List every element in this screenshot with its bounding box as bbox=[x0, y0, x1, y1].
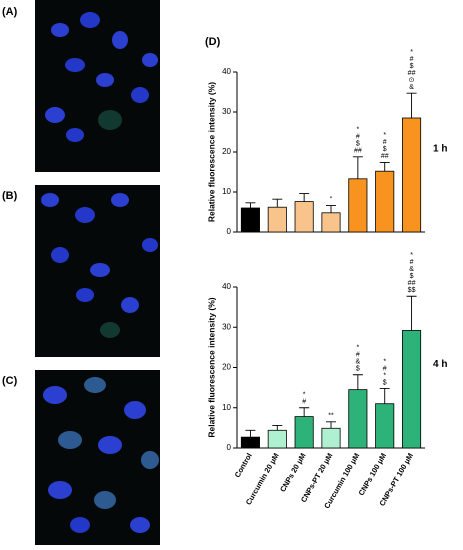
significance-mark: $ bbox=[410, 63, 414, 70]
micrograph-a bbox=[35, 0, 160, 172]
error-bar bbox=[245, 202, 256, 208]
significance-mark: $ bbox=[356, 366, 360, 373]
significance-mark: # bbox=[383, 365, 387, 372]
y-tick-label: 40 bbox=[222, 67, 231, 76]
significance-mark: ## bbox=[408, 280, 416, 287]
significance-mark: ## bbox=[354, 148, 362, 155]
error-bar bbox=[272, 198, 283, 208]
significance-mark: $ bbox=[383, 146, 387, 153]
error-bar bbox=[406, 92, 417, 118]
y-tick-label: 20 bbox=[222, 363, 231, 372]
y-axis-label: Relative fluorescence intensity (%) bbox=[206, 297, 216, 437]
bar bbox=[321, 212, 341, 233]
significance-mark: * bbox=[410, 49, 413, 56]
x-tick-label: CNPs 20 μM bbox=[278, 451, 307, 493]
significance-mark: * bbox=[410, 252, 413, 259]
panel-label: (B) bbox=[2, 190, 18, 202]
error-bar bbox=[352, 156, 363, 179]
y-tick-label: 0 bbox=[227, 227, 232, 236]
significance-mark: * bbox=[356, 127, 359, 134]
panel-label: (A) bbox=[2, 6, 18, 18]
error-bar bbox=[379, 387, 390, 404]
error-bar bbox=[299, 193, 310, 202]
error-bar bbox=[326, 421, 336, 429]
significance-mark: * bbox=[383, 372, 386, 379]
significance-mark: * bbox=[383, 132, 386, 139]
x-tick-label: CNPs 100 μM bbox=[357, 451, 389, 497]
panel-label: (D) bbox=[205, 36, 221, 48]
significance-mark: # bbox=[383, 139, 387, 146]
error-bar bbox=[245, 429, 256, 438]
micrograph-b bbox=[35, 185, 160, 357]
significance-mark: # bbox=[356, 352, 360, 359]
bar bbox=[375, 170, 395, 233]
significance-mark: " bbox=[330, 196, 333, 203]
bar bbox=[240, 207, 260, 233]
error-bar bbox=[352, 374, 363, 390]
error-bar bbox=[272, 425, 283, 431]
y-axis-label: Relative fluorescence intensity (%) bbox=[206, 82, 216, 222]
significance-mark: $ bbox=[383, 379, 387, 386]
error-bar bbox=[406, 295, 417, 331]
side-label: 1 h bbox=[433, 143, 447, 154]
significance-mark: ## bbox=[408, 70, 416, 77]
bar bbox=[294, 201, 314, 233]
significance-mark: $$ bbox=[408, 287, 416, 294]
significance-mark: # bbox=[410, 56, 414, 63]
significance-mark: ## bbox=[381, 153, 389, 160]
micrograph-c bbox=[35, 370, 160, 545]
significance-mark: * bbox=[356, 345, 359, 352]
bar bbox=[267, 206, 287, 233]
bar bbox=[348, 178, 368, 233]
significance-mark: & bbox=[356, 359, 361, 366]
x-tick-label: Control bbox=[233, 451, 254, 479]
significance-mark: ** bbox=[328, 413, 334, 420]
bar bbox=[375, 403, 395, 449]
side-label: 4 h bbox=[433, 359, 447, 370]
y-tick-label: 20 bbox=[222, 147, 231, 156]
error-bar bbox=[379, 161, 390, 172]
bar bbox=[402, 330, 422, 449]
bar bbox=[348, 389, 368, 449]
significance-mark: # bbox=[356, 134, 360, 141]
y-tick-label: 30 bbox=[222, 322, 231, 331]
y-tick-label: 30 bbox=[222, 107, 231, 116]
error-bar bbox=[299, 407, 310, 417]
panel-label: (C) bbox=[2, 375, 18, 387]
significance-mark: ⊙ bbox=[409, 77, 415, 84]
bar bbox=[294, 416, 314, 449]
y-tick-label: 0 bbox=[227, 443, 232, 452]
bar bbox=[240, 436, 260, 449]
bar bbox=[267, 429, 287, 449]
error-bar bbox=[326, 205, 336, 213]
y-tick-label: 10 bbox=[222, 403, 231, 412]
significance-mark: # bbox=[302, 399, 306, 406]
significance-mark: & bbox=[409, 266, 414, 273]
bar bbox=[321, 427, 341, 449]
significance-mark: * bbox=[303, 392, 306, 399]
bar bbox=[402, 117, 422, 233]
significance-mark: * bbox=[383, 358, 386, 365]
y-tick-label: 40 bbox=[222, 282, 231, 291]
significance-mark: # bbox=[410, 259, 414, 266]
significance-mark: $ bbox=[410, 273, 414, 280]
significance-mark: $ bbox=[356, 141, 360, 148]
significance-mark: & bbox=[409, 84, 414, 91]
y-tick-label: 10 bbox=[222, 187, 231, 196]
